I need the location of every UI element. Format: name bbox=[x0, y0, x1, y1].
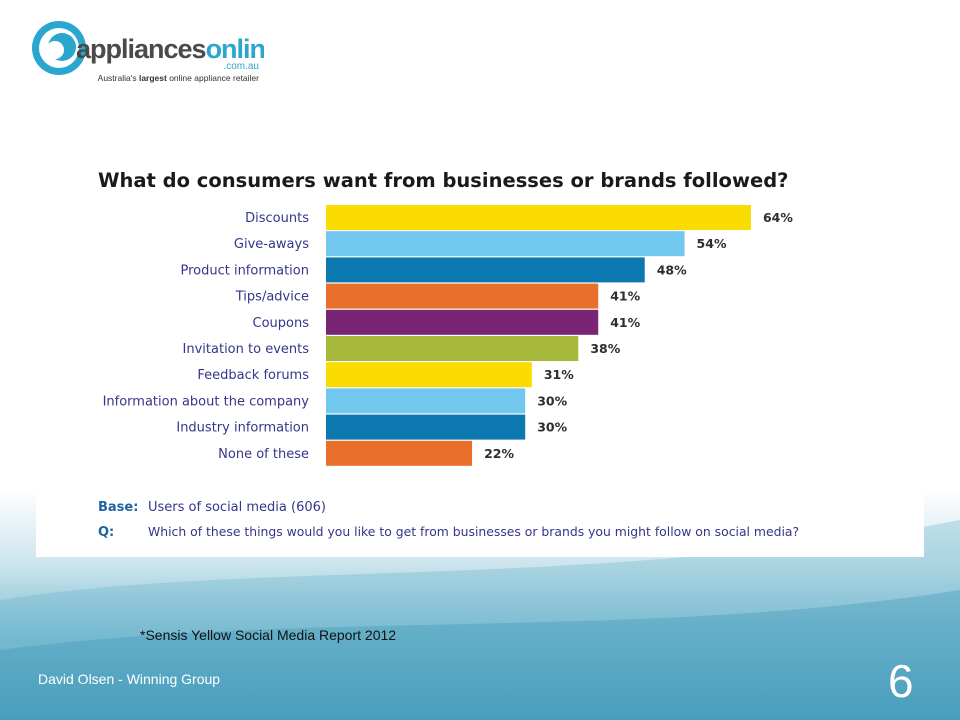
svg-text:Australia's largest online app: Australia's largest online appliance ret… bbox=[98, 73, 259, 83]
chart-title: What do consumers want from businesses o… bbox=[98, 169, 788, 192]
category-label: Information about the company bbox=[103, 394, 310, 409]
appliancesonline-logo: appliancesonline .com.au Australia's lar… bbox=[26, 20, 281, 86]
category-label: Tips/advice bbox=[235, 290, 309, 305]
value-label: 41% bbox=[610, 289, 640, 304]
category-label: Industry information bbox=[176, 421, 309, 436]
bars-group: Discounts 64% Give-aways 54% Product informa… bbox=[103, 205, 793, 466]
bar-chart: What do consumers want from businesses o… bbox=[98, 169, 799, 540]
value-label: 38% bbox=[590, 341, 620, 356]
bar-discounts bbox=[326, 205, 751, 230]
source-footnote: *Sensis Yellow Social Media Report 2012 bbox=[140, 627, 397, 643]
bar-tips-advice bbox=[326, 283, 599, 309]
logo-tagline-pre: Australia's bbox=[98, 73, 139, 83]
page-number: 6 bbox=[888, 655, 914, 707]
value-label: 30% bbox=[537, 393, 567, 408]
bar-none-of-these bbox=[326, 440, 473, 466]
bar-information-about-the-company bbox=[326, 388, 526, 414]
category-label: Feedback forums bbox=[197, 368, 309, 383]
logo-tagline-post: online appliance retailer bbox=[167, 73, 259, 83]
value-label: 48% bbox=[657, 262, 687, 277]
value-label: 22% bbox=[484, 446, 514, 461]
bar-industry-information bbox=[326, 414, 526, 440]
value-label: 64% bbox=[763, 210, 793, 225]
value-label: 31% bbox=[544, 367, 574, 382]
category-label: Give-aways bbox=[234, 237, 309, 252]
logo-tagline-bold: largest bbox=[139, 73, 167, 83]
logo-domain: .com.au bbox=[223, 61, 259, 72]
svg-text:appliancesonline: appliancesonline bbox=[76, 34, 264, 64]
bar-coupons bbox=[326, 309, 599, 335]
chart-panel: What do consumers want from businesses o… bbox=[36, 145, 924, 557]
bar-give-aways bbox=[326, 231, 685, 257]
q-text: Which of these things would you like to … bbox=[148, 524, 799, 539]
q-label: Q: bbox=[98, 525, 114, 540]
author-footer: David Olsen - Winning Group bbox=[38, 671, 221, 687]
bar-product-information bbox=[326, 257, 645, 283]
category-label: Invitation to events bbox=[183, 342, 310, 357]
bar-invitation-to-events bbox=[326, 336, 579, 361]
category-label: Discounts bbox=[245, 211, 309, 226]
base-label: Base: bbox=[98, 500, 138, 515]
category-label: Coupons bbox=[253, 316, 310, 331]
logo-brand-main: appliances bbox=[76, 34, 206, 64]
value-label: 54% bbox=[697, 236, 727, 251]
category-label: Product information bbox=[180, 263, 309, 278]
category-label: None of these bbox=[218, 447, 309, 462]
value-label: 30% bbox=[537, 420, 567, 435]
value-label: 41% bbox=[610, 315, 640, 330]
logo-brand-accent: online bbox=[206, 34, 264, 64]
base-text: Users of social media (606) bbox=[148, 500, 326, 515]
bar-feedback-forums bbox=[326, 362, 532, 388]
